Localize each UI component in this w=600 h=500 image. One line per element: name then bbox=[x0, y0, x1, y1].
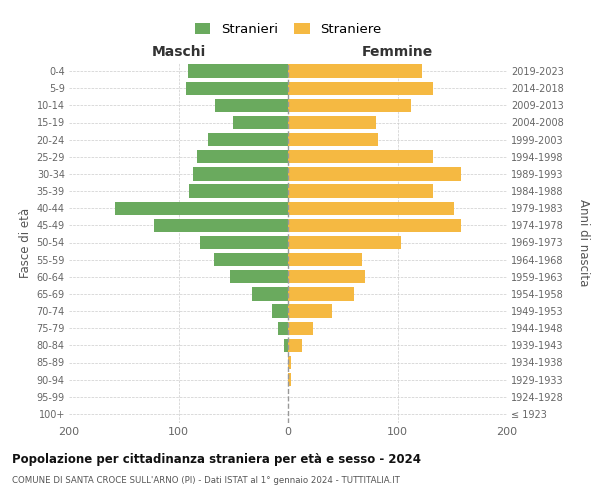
Bar bbox=[230, 270, 288, 283]
Bar bbox=[190, 184, 288, 198]
Bar bbox=[215, 98, 288, 112]
Bar bbox=[288, 218, 461, 232]
Bar bbox=[288, 338, 302, 352]
Bar bbox=[288, 236, 401, 249]
Y-axis label: Fasce di età: Fasce di età bbox=[19, 208, 32, 278]
Bar bbox=[252, 287, 288, 300]
Bar bbox=[200, 236, 288, 249]
Text: Femmine: Femmine bbox=[362, 45, 433, 59]
Bar bbox=[288, 373, 291, 386]
Bar bbox=[284, 338, 288, 352]
Bar bbox=[288, 304, 332, 318]
Text: Popolazione per cittadinanza straniera per età e sesso - 2024: Popolazione per cittadinanza straniera p… bbox=[12, 452, 421, 466]
Bar bbox=[288, 98, 410, 112]
Bar bbox=[288, 202, 454, 215]
Bar bbox=[288, 356, 291, 369]
Bar bbox=[288, 133, 378, 146]
Bar bbox=[278, 322, 288, 335]
Bar bbox=[288, 253, 362, 266]
Bar bbox=[288, 270, 365, 283]
Bar bbox=[288, 322, 313, 335]
Bar bbox=[288, 116, 376, 129]
Bar bbox=[233, 116, 288, 129]
Bar bbox=[288, 184, 433, 198]
Y-axis label: Anni di nascita: Anni di nascita bbox=[577, 199, 590, 286]
Bar bbox=[288, 150, 433, 164]
Bar bbox=[288, 64, 422, 78]
Bar bbox=[193, 167, 288, 180]
Bar bbox=[188, 64, 288, 78]
Bar bbox=[208, 133, 288, 146]
Bar bbox=[288, 167, 461, 180]
Bar bbox=[288, 82, 433, 95]
Bar bbox=[214, 253, 288, 266]
Text: COMUNE DI SANTA CROCE SULL'ARNO (PI) - Dati ISTAT al 1° gennaio 2024 - TUTTITALI: COMUNE DI SANTA CROCE SULL'ARNO (PI) - D… bbox=[12, 476, 400, 485]
Bar bbox=[272, 304, 288, 318]
Bar bbox=[288, 287, 354, 300]
Bar bbox=[115, 202, 288, 215]
Bar bbox=[197, 150, 288, 164]
Legend: Stranieri, Straniere: Stranieri, Straniere bbox=[191, 18, 385, 40]
Text: Maschi: Maschi bbox=[151, 45, 206, 59]
Bar bbox=[154, 218, 288, 232]
Bar bbox=[186, 82, 288, 95]
